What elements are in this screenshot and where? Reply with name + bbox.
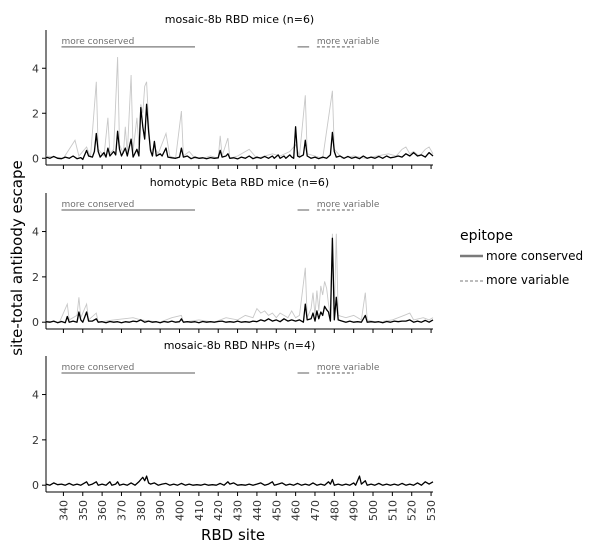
y-tick-label: 2 bbox=[32, 434, 39, 447]
x-tick-label: 340 bbox=[57, 500, 70, 521]
x-tick-label: 410 bbox=[193, 500, 206, 521]
y-axis-label: site-total antibody escape bbox=[8, 160, 26, 355]
y-tick-label: 2 bbox=[32, 107, 39, 120]
facet-title: mosaic-8b RBD NHPs (n=4) bbox=[164, 339, 316, 352]
y-tick-label: 4 bbox=[32, 226, 39, 239]
epitope-range-label: more conserved bbox=[61, 363, 134, 373]
legend-label-more-conserved: more conserved bbox=[486, 249, 583, 263]
facet-2: homotypic Beta RBD mice (n=6) 0 2 4 more con… bbox=[32, 176, 434, 333]
x-tick-label: 470 bbox=[309, 500, 322, 521]
mean-series-line bbox=[45, 475, 434, 486]
epitope-range-label: more variable bbox=[317, 363, 380, 373]
individual-series-line bbox=[45, 56, 434, 159]
x-tick-label: 490 bbox=[348, 500, 361, 521]
legend: epitope more conserved more variable bbox=[460, 228, 583, 287]
individual-series-line bbox=[45, 233, 434, 323]
facet-3: mosaic-8b RBD NHPs (n=4) 0 2 4 more conserve… bbox=[32, 339, 434, 496]
x-tick-label: 430 bbox=[232, 500, 245, 521]
y-tick-label: 0 bbox=[32, 316, 39, 329]
y-tick-label: 2 bbox=[32, 271, 39, 284]
epitope-range-label: more variable bbox=[317, 37, 380, 47]
x-tick-label: 450 bbox=[270, 500, 283, 521]
y-tick-label: 4 bbox=[32, 62, 39, 75]
facet-1: mosaic-8b RBD mice (n=6) 0 2 4 more conserve… bbox=[32, 13, 434, 169]
epitope-range-label: more conserved bbox=[61, 200, 134, 210]
mean-series-line bbox=[45, 237, 434, 324]
facets-layer: mosaic-8b RBD mice (n=6) 0 2 4 more conserve… bbox=[32, 13, 438, 521]
x-tick-label: 460 bbox=[290, 500, 303, 521]
y-tick-label: 4 bbox=[32, 389, 39, 402]
epitope-range-label: more conserved bbox=[61, 37, 134, 47]
x-tick-label: 440 bbox=[251, 500, 264, 521]
x-tick-label: 400 bbox=[174, 500, 187, 521]
x-tick-label: 480 bbox=[328, 500, 341, 521]
x-tick-label: 530 bbox=[425, 500, 438, 521]
y-tick-label: 0 bbox=[32, 152, 39, 165]
legend-title: epitope bbox=[460, 228, 513, 244]
x-tick-label: 420 bbox=[212, 500, 225, 521]
x-tick-label: 380 bbox=[135, 500, 148, 521]
x-tick-label: 390 bbox=[154, 500, 167, 521]
x-tick-label: 520 bbox=[406, 500, 419, 521]
facet-title: mosaic-8b RBD mice (n=6) bbox=[165, 13, 314, 26]
y-tick-label: 0 bbox=[32, 479, 39, 492]
x-tick-label: 500 bbox=[367, 500, 380, 521]
x-tick-label: 510 bbox=[386, 500, 399, 521]
facet-title: homotypic Beta RBD mice (n=6) bbox=[150, 176, 329, 189]
x-axis-label: RBD site bbox=[201, 526, 265, 544]
x-tick-label: 370 bbox=[115, 500, 128, 521]
legend-label-more-variable: more variable bbox=[486, 273, 569, 287]
x-tick-label: 350 bbox=[77, 500, 90, 521]
mean-series-line bbox=[45, 103, 434, 161]
epitope-range-label: more variable bbox=[317, 200, 380, 210]
x-tick-label: 360 bbox=[96, 500, 109, 521]
